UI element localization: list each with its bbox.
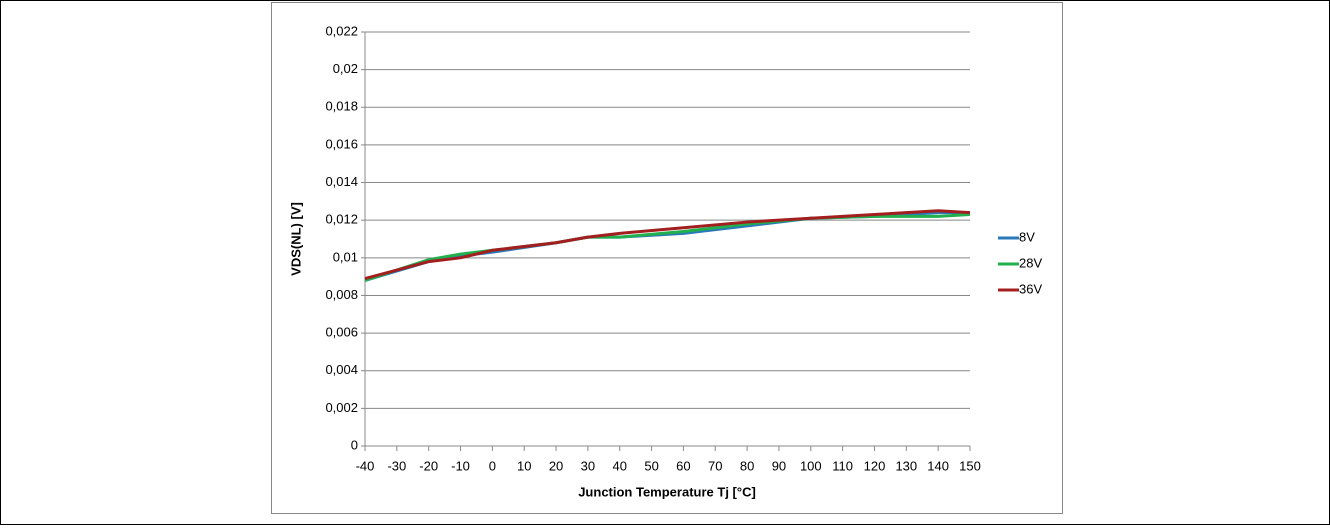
series-line	[364, 209, 971, 280]
x-tick-label: 0	[489, 458, 496, 473]
x-tick-label: 90	[772, 458, 786, 473]
x-tick-label: 10	[517, 458, 531, 473]
x-tick-label: 80	[740, 458, 754, 473]
x-tick-label: 140	[927, 458, 949, 473]
legend-label: 28V	[1019, 255, 1042, 270]
x-tick-label: 60	[676, 458, 690, 473]
x-tick-label: -30	[387, 458, 406, 473]
y-tick-label: 0,02	[333, 61, 358, 76]
legend-label: 36V	[1019, 281, 1042, 296]
y-tick-label: 0,01	[333, 249, 358, 264]
x-tick-label: 70	[708, 458, 722, 473]
y-tick-label: 0,012	[325, 212, 358, 227]
y-tick-label: 0,018	[325, 99, 358, 114]
x-tick-label: 50	[644, 458, 658, 473]
x-tick-label: 110	[832, 458, 853, 473]
y-tick-label: 0,016	[325, 136, 358, 151]
series-line	[364, 213, 971, 282]
x-tick-label: 100	[800, 458, 822, 473]
y-axis-title: VDS(NL) [V]	[288, 202, 303, 276]
x-tick-label: 130	[895, 458, 917, 473]
x-tick-label: -40	[356, 458, 375, 473]
y-tick-label: 0,004	[325, 362, 358, 377]
x-axis-title: Junction Temperature Tj [°C]	[578, 484, 756, 499]
y-tick-label: 0,014	[325, 174, 358, 189]
y-tick-label: 0,002	[325, 400, 358, 415]
x-tick-label: -10	[451, 458, 470, 473]
x-tick-label: 150	[959, 458, 981, 473]
y-tick-label: 0,022	[325, 23, 358, 38]
x-tick-label: 30	[581, 458, 595, 473]
y-tick-label: 0	[351, 437, 358, 452]
x-tick-label: 40	[613, 458, 627, 473]
x-tick-label: -20	[419, 458, 438, 473]
legend-label: 8V	[1019, 229, 1035, 244]
y-tick-label: 0,006	[325, 325, 358, 340]
x-tick-label: 20	[549, 458, 563, 473]
y-tick-label: 0,008	[325, 287, 358, 302]
x-tick-label: 120	[864, 458, 886, 473]
